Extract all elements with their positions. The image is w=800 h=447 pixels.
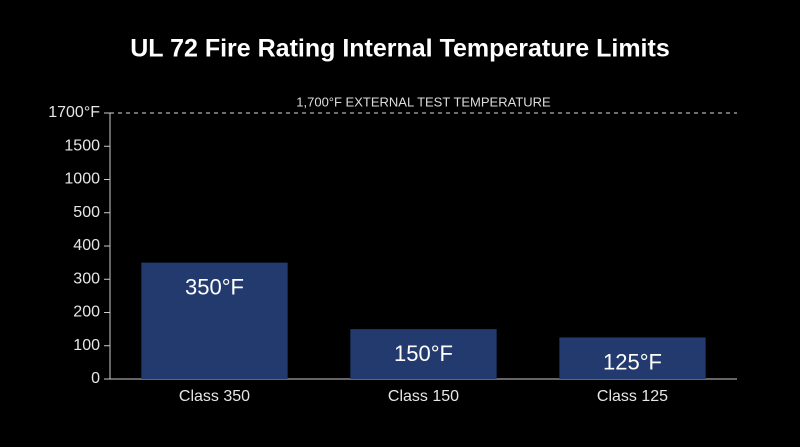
- reference-label: 1,700°F EXTERNAL TEST TEMPERATURE: [296, 94, 551, 109]
- y-tick-label: 0: [91, 370, 100, 387]
- x-tick-label: Class 150: [388, 388, 459, 405]
- y-tick-label: 1700°F: [48, 104, 100, 121]
- bar: [350, 329, 497, 379]
- chart-title: UL 72 Fire Rating Internal Temperature L…: [130, 35, 669, 63]
- x-tick-label: Class 125: [597, 388, 668, 405]
- y-tick-label: 100: [73, 337, 100, 354]
- bar: [559, 337, 706, 379]
- x-tick-label: Class 350: [179, 388, 250, 405]
- y-tick-label: 300: [73, 270, 100, 287]
- y-tick-label: 1500: [64, 137, 100, 154]
- y-tick-label: 1000: [64, 171, 100, 188]
- value-label: 150°F: [394, 341, 453, 366]
- bar: [141, 262, 288, 379]
- value-label: 125°F: [603, 349, 662, 374]
- y-tick-label: 200: [73, 304, 100, 321]
- y-tick-label: 400: [73, 237, 100, 254]
- y-tick-label: 500: [73, 204, 100, 221]
- value-label: 350°F: [185, 274, 244, 299]
